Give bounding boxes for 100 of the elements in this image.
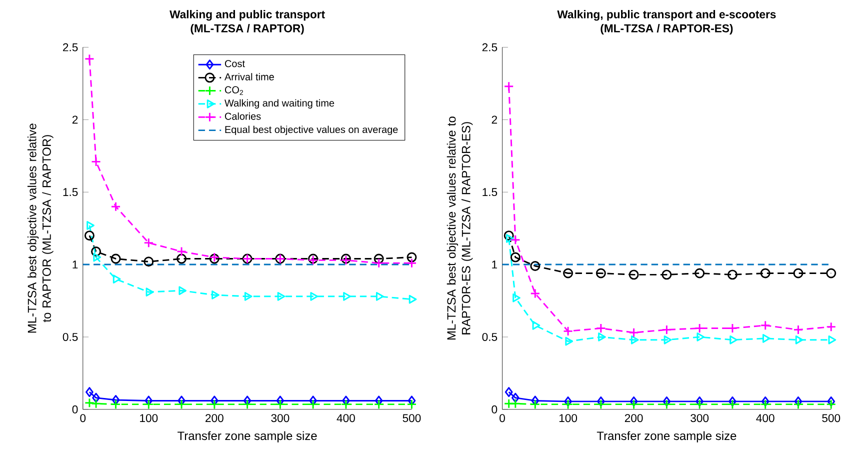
point: [762, 334, 770, 343]
point: [146, 287, 154, 296]
point: [662, 324, 672, 335]
x-axis-title: Transfer zone sample size: [596, 431, 736, 442]
y-tick-label: 0: [72, 405, 78, 414]
point: [342, 396, 350, 406]
point: [110, 399, 121, 410]
point: [309, 396, 318, 406]
point: [826, 268, 836, 278]
point: [91, 398, 102, 408]
point: [91, 156, 102, 167]
point: [176, 254, 187, 264]
point: [793, 399, 804, 410]
point: [696, 332, 705, 342]
point: [310, 292, 318, 301]
point: [512, 293, 520, 302]
x-tick-label: 400: [756, 414, 774, 422]
point: [343, 292, 351, 301]
point: [86, 386, 94, 397]
point: [510, 398, 520, 408]
point: [826, 322, 836, 332]
point: [795, 335, 804, 344]
point: [84, 230, 94, 240]
point: [530, 399, 540, 410]
legend-label: Calories: [224, 112, 261, 120]
point: [531, 396, 540, 406]
point: [84, 54, 94, 64]
point: [244, 292, 252, 301]
point: [694, 399, 705, 410]
y-tick-label: 1.5: [482, 188, 498, 196]
point: [596, 323, 606, 334]
point: [406, 252, 417, 262]
point: [110, 201, 121, 212]
point: [242, 399, 252, 410]
point: [598, 332, 606, 342]
point: [628, 270, 639, 280]
point: [340, 399, 351, 410]
point: [628, 327, 639, 338]
x-tick-label: 0: [500, 414, 505, 422]
point: [110, 254, 121, 264]
point: [727, 270, 738, 280]
point: [406, 258, 417, 268]
point: [408, 294, 417, 304]
point: [727, 323, 738, 334]
point: [728, 396, 736, 406]
point: [696, 396, 704, 406]
point: [662, 399, 672, 410]
point: [506, 234, 514, 243]
x-tick-label: 300: [271, 414, 290, 422]
point: [597, 396, 605, 406]
point: [86, 220, 94, 230]
point: [178, 286, 187, 295]
point: [596, 268, 606, 278]
point: [530, 260, 540, 271]
x-tick-label: 500: [822, 414, 840, 422]
point: [93, 252, 102, 262]
y-tick-label: 0: [492, 405, 498, 414]
chart-subtitle: (ML-TZSA / RAPTOR): [190, 24, 304, 34]
point: [662, 270, 672, 280]
chart-title: Walking, public transport and e-scooters: [557, 10, 776, 20]
point: [664, 335, 672, 344]
x-tick-label: 500: [402, 414, 421, 422]
point: [630, 396, 638, 406]
x-tick-label: 100: [559, 414, 578, 422]
y-tick-label: 1: [72, 260, 78, 268]
point: [374, 254, 384, 264]
legend-label: Cost: [224, 60, 245, 68]
point: [144, 396, 153, 406]
point: [504, 230, 514, 240]
point: [760, 268, 770, 278]
point: [563, 399, 574, 410]
point: [530, 288, 540, 298]
point: [91, 246, 102, 256]
point: [628, 399, 639, 410]
point: [760, 320, 770, 330]
legend-label: Equal best objective values on average: [225, 126, 398, 135]
point: [565, 336, 574, 346]
y-tick-label: 2: [72, 116, 78, 124]
y-tick-label: 2: [492, 116, 497, 124]
point: [209, 399, 220, 410]
legend-label: Walking and waiting time: [224, 99, 334, 108]
x-tick-label: 300: [690, 414, 709, 422]
point: [662, 396, 671, 406]
point: [827, 396, 836, 406]
point: [92, 392, 100, 403]
point: [210, 396, 218, 406]
point: [596, 399, 606, 410]
point: [144, 238, 154, 248]
x-tick-label: 400: [336, 414, 355, 422]
y-tick-label: 2.5: [63, 43, 78, 52]
legend-label: Arrival time: [224, 72, 274, 80]
point: [504, 81, 514, 92]
point: [826, 399, 836, 410]
chart-title: Walking and public transport: [170, 10, 325, 20]
x-tick-label: 200: [206, 414, 224, 422]
point: [512, 392, 520, 403]
legend-label: CO$_{2}$: [224, 86, 243, 95]
point: [276, 396, 284, 406]
point: [408, 396, 416, 406]
point: [761, 396, 770, 406]
